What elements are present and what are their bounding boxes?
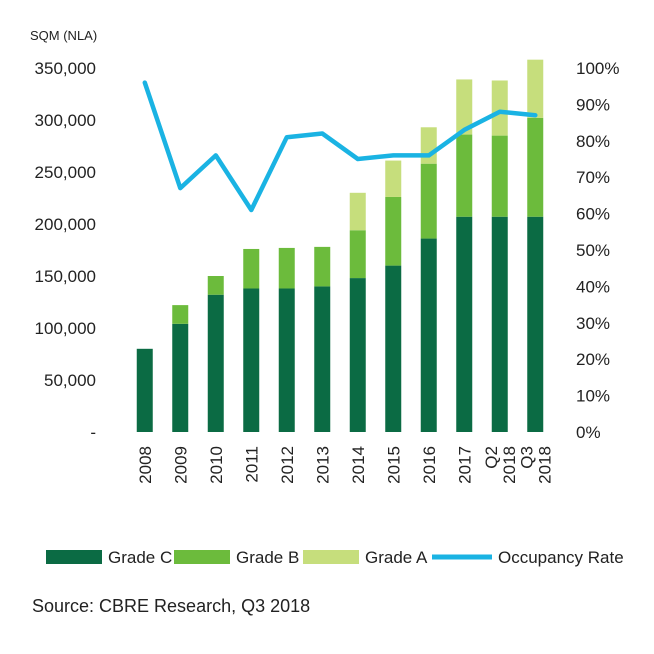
bar-grade-c (420, 238, 437, 432)
y-right-tick: 90% (576, 95, 610, 114)
bar-grade-c (385, 265, 402, 432)
x-tick: 2009 (171, 446, 190, 484)
bar-grade-c (314, 286, 331, 432)
x-tick: 2015 (384, 446, 403, 484)
legend-label: Grade B (236, 548, 299, 567)
y-right-tick: 40% (576, 277, 610, 296)
y-left-tick: 150,000 (35, 267, 96, 286)
y-right-tick: 10% (576, 387, 610, 406)
bar-grade-b (278, 247, 295, 289)
bar-grade-c (491, 216, 508, 432)
x-tick: 2017 (455, 446, 474, 484)
bar-grade-b (527, 117, 544, 217)
x-tick: 2008 (136, 446, 155, 484)
y-right-tick: 50% (576, 241, 610, 260)
bar-grade-c (527, 216, 544, 432)
bar-grade-b (385, 196, 402, 266)
bar-grade-a (349, 192, 366, 231)
y-left-tick: 100,000 (35, 319, 96, 338)
source-note: Source: CBRE Research, Q3 2018 (32, 596, 311, 616)
x-tick: 2012 (278, 446, 297, 484)
legend-swatch (46, 550, 102, 564)
y-right-tick: 30% (576, 314, 610, 333)
legend-swatch (174, 550, 230, 564)
y-left-tick: 300,000 (35, 111, 96, 130)
legend-label: Occupancy Rate (498, 548, 624, 567)
bar-grade-b (491, 135, 508, 217)
x-tick: 2016 (420, 446, 439, 484)
x-axis: 2008 2009 2010 2011 2012 2013 2014 2015 2016 2017… (136, 446, 555, 484)
y-right-tick: 20% (576, 350, 610, 369)
x-tick: 2014 (349, 446, 368, 484)
bar-grade-a (385, 160, 402, 197)
x-tick: Q22018 (482, 446, 519, 484)
bar-grade-c (278, 288, 295, 432)
legend-label: Grade A (365, 548, 428, 567)
bar-grade-b (172, 305, 189, 324)
bar-grade-c (456, 216, 473, 432)
x-tick: 2013 (313, 446, 332, 484)
bar-grade-b (349, 230, 366, 279)
bar-grade-b (456, 134, 473, 217)
bar-grade-a (420, 127, 437, 164)
bar-grade-c (349, 278, 366, 432)
bar-grade-c (243, 288, 260, 432)
right-axis: 0% 10% 20% 30% 40% 50% 60% 70% 80% 90% 100% (576, 59, 619, 442)
occupancy-line-group (142, 80, 538, 213)
y-left-tick: 200,000 (35, 215, 96, 234)
bar-grade-c (136, 348, 153, 432)
x-tick: Q32018 (517, 446, 554, 484)
x-tick: 2010 (207, 446, 226, 484)
y-right-tick: 0% (576, 423, 601, 442)
y-left-tick: 250,000 (35, 163, 96, 182)
bar-grade-b (314, 246, 331, 287)
bar-grade-b (207, 276, 224, 295)
y-left-tick: 50,000 (44, 371, 96, 390)
bar-grade-b (420, 163, 437, 239)
y-left-tick: 350,000 (35, 59, 96, 78)
bar-grade-b (243, 248, 260, 289)
y-right-tick: 100% (576, 59, 619, 78)
occupancy-rate-line (142, 80, 538, 213)
bar-grade-a (527, 59, 544, 118)
bar-grade-a (491, 80, 508, 136)
x-tick: 2011 (242, 446, 261, 483)
left-axis: - 50,000 100,000 150,000 200,000 250,000 300,0… (35, 59, 96, 442)
bars (136, 59, 544, 432)
legend-swatch (303, 550, 359, 564)
y-right-tick: 60% (576, 205, 610, 224)
bar-grade-a (456, 79, 473, 135)
legend: Grade C Grade B Grade A Occupancy Rate (46, 548, 624, 567)
y-right-tick: 80% (576, 132, 610, 151)
bar-grade-c (207, 294, 224, 432)
y-left-tick: - (90, 423, 96, 442)
y-unit-label: SQM (NLA) (30, 28, 97, 43)
legend-label: Grade C (108, 548, 172, 567)
bar-grade-c (172, 323, 189, 432)
y-right-tick: 70% (576, 168, 610, 187)
